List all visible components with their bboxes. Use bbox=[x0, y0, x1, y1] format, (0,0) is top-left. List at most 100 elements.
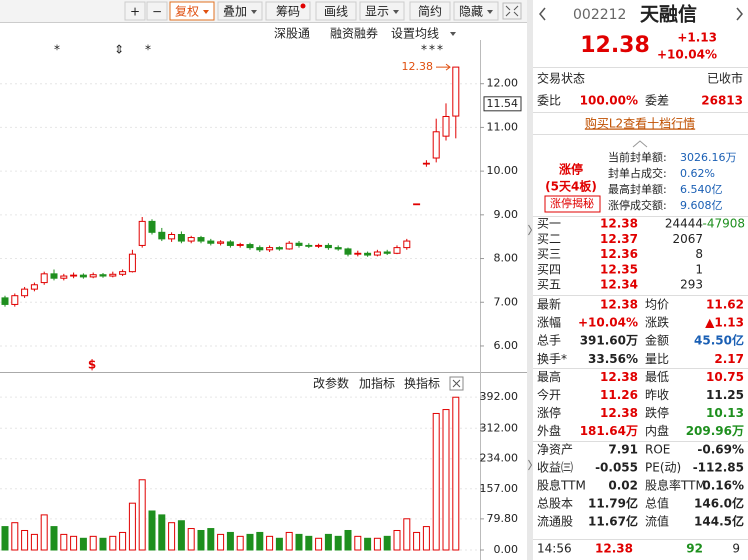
candle-body bbox=[40, 273, 48, 284]
volume-bar bbox=[295, 533, 303, 551]
price-change-pct: +10.04% bbox=[657, 48, 717, 62]
toolbar-label: 隐藏 bbox=[459, 5, 483, 19]
indicator-button[interactable]: 改参数 bbox=[313, 376, 349, 391]
candle-body bbox=[177, 234, 185, 242]
l2-link[interactable]: 购买L2查看十档行情 bbox=[585, 116, 695, 131]
stat-label: PE(动) bbox=[645, 460, 681, 474]
toolbar-button[interactable] bbox=[217, 1, 263, 21]
y-tick-label: 79.80 bbox=[487, 512, 519, 525]
toolbar-button[interactable] bbox=[453, 1, 499, 21]
close-box[interactable] bbox=[449, 376, 464, 391]
candle-body bbox=[432, 131, 440, 159]
stat-value: 7.91 bbox=[608, 442, 638, 456]
volume-bar bbox=[236, 535, 244, 551]
limit-item-label: 封单占成交: bbox=[608, 166, 667, 180]
stat-label: 流通股 bbox=[537, 515, 573, 529]
toolbar-label: 复权 bbox=[175, 5, 199, 19]
toolbar-button[interactable] bbox=[169, 1, 215, 21]
volume-bar bbox=[393, 529, 401, 551]
stat-label: 最低 bbox=[645, 370, 669, 384]
toolbar-button[interactable] bbox=[265, 1, 311, 21]
bid-volume: 1 bbox=[695, 262, 703, 276]
y-tick-label: 157.00 bbox=[480, 482, 519, 495]
volume-bar bbox=[109, 535, 117, 551]
stat-label: 收益㈢ bbox=[537, 460, 573, 474]
stat-value: 11.62 bbox=[706, 298, 744, 312]
candle-body bbox=[128, 253, 136, 273]
stat-value: 45.50亿 bbox=[694, 333, 744, 348]
toolbar-button[interactable] bbox=[146, 1, 168, 21]
splitter[interactable] bbox=[527, 0, 533, 560]
limit-reveal: 涨停揭秘 bbox=[550, 196, 594, 210]
volume-bar bbox=[11, 522, 19, 551]
y-tick-label: 11.00 bbox=[487, 120, 519, 133]
collapse-arrow[interactable] bbox=[632, 140, 648, 148]
candle-body bbox=[99, 274, 107, 277]
stat-value: 146.0亿 bbox=[694, 496, 744, 511]
toolbar-button[interactable] bbox=[409, 1, 451, 21]
stat-value: 2.17 bbox=[714, 352, 744, 366]
toolbar-button[interactable] bbox=[359, 1, 405, 21]
volume-bar bbox=[354, 535, 362, 551]
indicator-button[interactable]: 加指标 bbox=[359, 376, 395, 391]
bid-label: 买三 bbox=[537, 247, 561, 261]
cursor-box bbox=[483, 96, 522, 112]
marker[interactable]: * bbox=[145, 43, 151, 57]
stat-value: 391.60万 bbox=[580, 334, 638, 348]
volume-bar bbox=[324, 533, 332, 551]
marker[interactable]: * bbox=[54, 43, 60, 57]
cursor-label: 11.54 bbox=[487, 97, 519, 110]
marker[interactable]: * bbox=[437, 43, 443, 57]
marker[interactable]: ⇕ bbox=[114, 43, 124, 57]
chart-link[interactable]: 设置均线 bbox=[391, 27, 439, 41]
chart-link[interactable]: 深股通 bbox=[274, 27, 310, 41]
candle-body bbox=[364, 252, 372, 256]
volume-bar bbox=[334, 535, 342, 551]
expand-button[interactable] bbox=[502, 2, 522, 20]
stat-label: 金额 bbox=[645, 333, 669, 348]
chart-link[interactable]: 融资融券 bbox=[330, 26, 378, 41]
candle-body bbox=[246, 244, 254, 249]
panel-dividers bbox=[533, 67, 748, 540]
margin-marker[interactable]: $ bbox=[88, 358, 96, 372]
y-tick-label: 10.00 bbox=[487, 164, 519, 177]
y-tick-label: 312.00 bbox=[480, 421, 519, 434]
limit-streak: (5天4板) bbox=[545, 179, 597, 194]
candle-body bbox=[11, 295, 19, 305]
bid-volume: 2067 bbox=[672, 232, 703, 246]
stat-value: -0.69% bbox=[697, 442, 744, 456]
stat-value: 11.26 bbox=[600, 388, 638, 402]
stat-value: -0.055 bbox=[595, 460, 638, 474]
marker[interactable]: * bbox=[429, 43, 435, 57]
nav-arrows[interactable] bbox=[539, 7, 743, 21]
stat-label: 总手 bbox=[537, 334, 561, 348]
candle-body bbox=[197, 237, 205, 242]
toolbar-button[interactable] bbox=[124, 1, 146, 21]
dropdown-arrow bbox=[393, 10, 399, 14]
candle-body bbox=[1, 297, 9, 305]
volume-bar bbox=[383, 535, 391, 551]
candle-body bbox=[344, 248, 352, 255]
volume-bar bbox=[128, 502, 136, 551]
candle-body bbox=[256, 247, 264, 251]
max-price-arrow bbox=[436, 63, 451, 71]
expand-icon bbox=[505, 5, 519, 17]
indicator-button[interactable]: 换指标 bbox=[404, 376, 440, 391]
toolbar-button[interactable] bbox=[315, 1, 357, 21]
marker[interactable]: * bbox=[421, 43, 427, 57]
price-change: +1.13 bbox=[677, 31, 717, 45]
candle-body bbox=[168, 234, 176, 240]
stat-label: 最高 bbox=[537, 369, 561, 384]
stat-label: 股息TTM bbox=[537, 478, 586, 493]
dropdown-arrow bbox=[203, 10, 209, 14]
toolbar-label: − bbox=[152, 5, 162, 19]
candle-body bbox=[60, 275, 68, 279]
volume-bar bbox=[256, 531, 264, 551]
stat-label: 量比 bbox=[645, 352, 669, 366]
y-tick-label: 234.00 bbox=[480, 452, 519, 465]
last-price: 12.38 bbox=[580, 33, 650, 58]
volume-bar bbox=[197, 529, 205, 551]
reveal-box[interactable] bbox=[544, 195, 601, 213]
